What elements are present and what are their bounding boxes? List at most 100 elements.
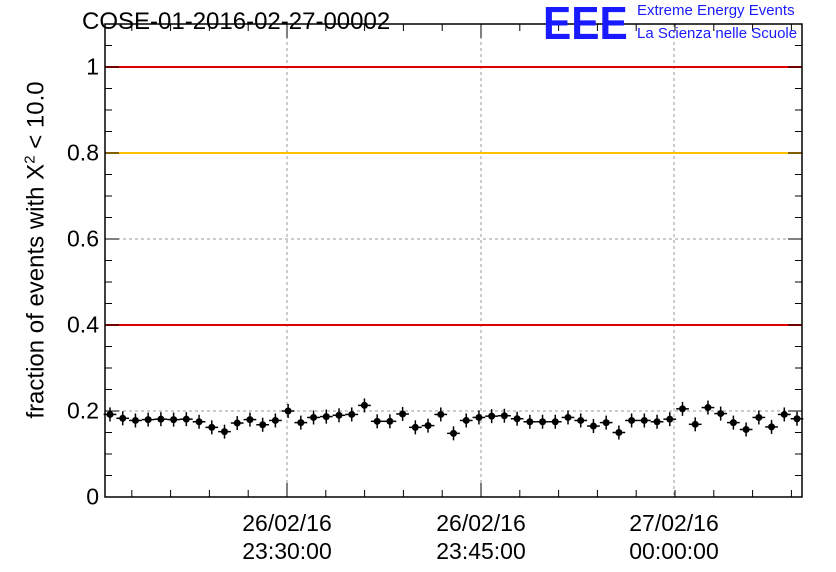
data-point (421, 418, 435, 433)
x-tick-date: 27/02/16 (629, 510, 719, 536)
data-point (358, 398, 371, 413)
data-point (510, 411, 524, 426)
data-point (332, 408, 346, 423)
y-tick-label: 0 (86, 483, 99, 510)
point-marker (500, 412, 508, 420)
data-point (269, 413, 282, 428)
data-point (141, 412, 155, 427)
point-marker (615, 429, 623, 436)
x-tick-label: 26/02/16 23:30:00 (242, 509, 332, 565)
y-axis-label-prefix: fraction of events with X (22, 163, 50, 419)
point-marker (195, 418, 203, 426)
point-marker (780, 410, 788, 418)
point-marker (271, 416, 279, 424)
point-marker (131, 416, 139, 424)
point-marker (768, 423, 776, 431)
data-point (714, 406, 728, 421)
point-marker (704, 404, 712, 412)
data-point (752, 410, 766, 425)
point-marker (411, 423, 419, 431)
point-marker (182, 415, 190, 423)
point-marker (335, 411, 343, 419)
point-marker (589, 422, 597, 430)
data-point (103, 407, 117, 422)
y-tick-label: 0.6 (67, 225, 99, 252)
data-point (459, 413, 473, 428)
point-marker (424, 422, 432, 430)
point-marker (628, 416, 636, 424)
x-tick-label: 27/02/16 00:00:00 (629, 509, 719, 565)
data-point (561, 410, 575, 425)
data-point (345, 407, 359, 422)
point-marker (246, 416, 254, 424)
point-marker (284, 407, 292, 415)
point-marker (551, 418, 559, 426)
data-point (790, 411, 804, 426)
data-point (434, 407, 448, 422)
data-point (777, 407, 791, 422)
point-marker (399, 410, 407, 418)
point-marker (539, 418, 547, 426)
data-point (383, 414, 397, 429)
data-point (230, 416, 244, 431)
point-marker (106, 410, 114, 418)
point-marker (793, 415, 801, 423)
x-tick-time: 00:00:00 (629, 538, 719, 564)
point-marker (208, 423, 216, 431)
x-tick-time: 23:45:00 (436, 538, 526, 564)
data-point (548, 414, 562, 429)
data-point (256, 417, 270, 432)
data-point (498, 408, 511, 423)
point-marker (450, 429, 457, 437)
point-marker (157, 415, 165, 423)
point-marker (119, 414, 127, 422)
x-tick-date: 26/02/16 (436, 510, 526, 536)
data-point (472, 410, 486, 425)
data-point (701, 400, 715, 415)
logo-text-line2: La Scienza nelle Scuole (637, 25, 798, 42)
point-marker (233, 419, 241, 427)
point-marker (513, 415, 521, 423)
data-point (319, 409, 333, 424)
point-marker (144, 416, 152, 424)
point-marker (526, 418, 534, 426)
point-marker (322, 413, 330, 421)
point-marker (602, 419, 610, 427)
point-marker (679, 405, 686, 413)
point-marker (691, 420, 699, 428)
data-point (765, 419, 778, 434)
data-point (599, 415, 613, 430)
data-point (650, 414, 664, 429)
data-point (307, 410, 320, 425)
point-marker (259, 421, 267, 429)
point-marker (360, 401, 368, 409)
point-marker (373, 417, 381, 425)
data-point (676, 401, 689, 416)
data-point (739, 422, 753, 437)
point-marker (475, 413, 483, 421)
data-point (612, 425, 626, 440)
data-point (447, 426, 460, 441)
data-point (205, 420, 219, 435)
point-marker (729, 419, 737, 427)
plot-frame (104, 23, 803, 498)
point-marker (488, 412, 496, 420)
data-point (485, 409, 499, 424)
point-marker (717, 410, 725, 418)
x-tick-label: 26/02/16 23:45:00 (436, 509, 526, 565)
data-point (129, 413, 142, 428)
data-point (408, 420, 422, 435)
y-tick-label: 1 (86, 53, 99, 80)
point-marker (666, 415, 674, 423)
data-points (103, 398, 804, 441)
y-tick-label: 0.8 (67, 139, 99, 166)
data-point (370, 414, 384, 429)
point-marker (221, 428, 228, 436)
x-tick-date: 26/02/16 (242, 510, 332, 536)
data-point (663, 412, 677, 427)
logo-text-line1: Extreme Energy Events (637, 2, 795, 19)
point-marker (640, 416, 648, 424)
data-point (243, 412, 257, 427)
point-marker (653, 418, 661, 426)
data-point (192, 414, 206, 429)
